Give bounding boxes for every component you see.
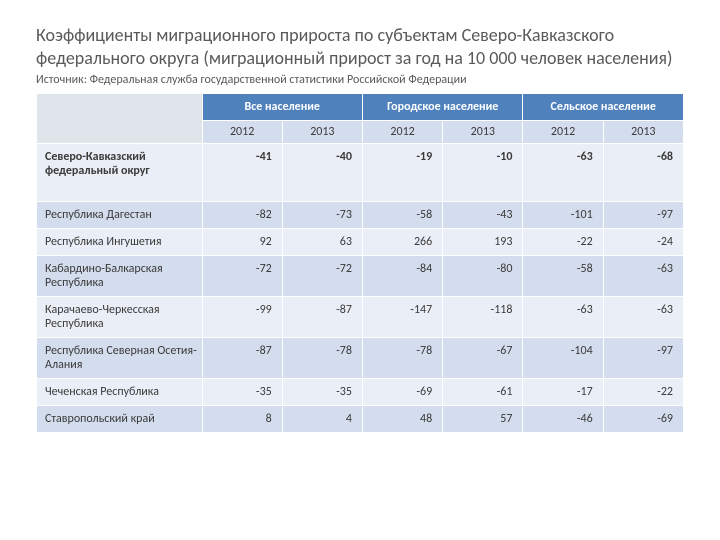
cell-value: -104 xyxy=(523,337,603,378)
cell-value: -68 xyxy=(603,143,683,201)
cell-value: -41 xyxy=(202,143,282,201)
cell-value: -97 xyxy=(603,201,683,228)
cell-value: 193 xyxy=(443,228,523,255)
cell-value: -61 xyxy=(443,378,523,405)
cell-value: -24 xyxy=(603,228,683,255)
header-year: 2013 xyxy=(603,120,683,143)
table-row: Республика Ингушетия9263266193-22-24 xyxy=(37,228,684,255)
row-label: Кабардино-Балкарская Республика xyxy=(37,255,203,296)
cell-value: -17 xyxy=(523,378,603,405)
row-label: Ставропольский край xyxy=(37,405,203,432)
cell-value: -72 xyxy=(282,255,362,296)
cell-value: -69 xyxy=(362,378,442,405)
cell-value: -99 xyxy=(202,296,282,337)
cell-value: -35 xyxy=(282,378,362,405)
header-year: 2013 xyxy=(443,120,523,143)
cell-value: -72 xyxy=(202,255,282,296)
cell-value: -10 xyxy=(443,143,523,201)
table-row: Кабардино-Балкарская Республика-72-72-84… xyxy=(37,255,684,296)
cell-value: -63 xyxy=(523,296,603,337)
cell-value: -78 xyxy=(282,337,362,378)
cell-value: -22 xyxy=(523,228,603,255)
table-body: Северо-Кавказский федеральный округ-41-4… xyxy=(37,143,684,432)
cell-value: -101 xyxy=(523,201,603,228)
row-label: Республика Северная Осетия-Алания xyxy=(37,337,203,378)
migration-table: Все население Городское население Сельск… xyxy=(36,93,684,433)
cell-value: -63 xyxy=(603,296,683,337)
slide-title: Коэффициенты миграционного прироста по с… xyxy=(36,24,684,71)
cell-value: -87 xyxy=(202,337,282,378)
cell-value: -46 xyxy=(523,405,603,432)
row-label: Республика Ингушетия xyxy=(37,228,203,255)
cell-value: 266 xyxy=(362,228,442,255)
cell-value: -80 xyxy=(443,255,523,296)
cell-value: -73 xyxy=(282,201,362,228)
cell-value: -82 xyxy=(202,201,282,228)
cell-value: -97 xyxy=(603,337,683,378)
cell-value: -67 xyxy=(443,337,523,378)
table-head: Все население Городское население Сельск… xyxy=(37,93,684,143)
cell-value: 8 xyxy=(202,405,282,432)
cell-value: -87 xyxy=(282,296,362,337)
row-label: Северо-Кавказский федеральный округ xyxy=(37,143,203,201)
cell-value: 48 xyxy=(362,405,442,432)
header-blank xyxy=(37,93,203,143)
source-line: Источник: Федеральная служба государстве… xyxy=(36,73,684,87)
row-label: Чеченская Республика xyxy=(37,378,203,405)
table-row: Чеченская Республика-35-35-69-61-17-22 xyxy=(37,378,684,405)
table-row: Карачаево-Черкесская Республика-99-87-14… xyxy=(37,296,684,337)
cell-value: -78 xyxy=(362,337,442,378)
table-row: Северо-Кавказский федеральный округ-41-4… xyxy=(37,143,684,201)
row-label: Республика Дагестан xyxy=(37,201,203,228)
table-row: Республика Дагестан-82-73-58-43-101-97 xyxy=(37,201,684,228)
cell-value: -43 xyxy=(443,201,523,228)
cell-value: -84 xyxy=(362,255,442,296)
header-group: Все население xyxy=(202,93,362,120)
cell-value: -22 xyxy=(603,378,683,405)
cell-value: 92 xyxy=(202,228,282,255)
cell-value: -40 xyxy=(282,143,362,201)
header-year: 2012 xyxy=(523,120,603,143)
cell-value: -63 xyxy=(523,143,603,201)
cell-value: -58 xyxy=(362,201,442,228)
header-year: 2013 xyxy=(282,120,362,143)
header-group: Городское население xyxy=(362,93,522,120)
cell-value: 4 xyxy=(282,405,362,432)
row-label: Карачаево-Черкесская Республика xyxy=(37,296,203,337)
table-row: Ставропольский край844857-46-69 xyxy=(37,405,684,432)
slide: Коэффициенты миграционного прироста по с… xyxy=(0,0,720,540)
header-group: Сельское население xyxy=(523,93,684,120)
header-year: 2012 xyxy=(202,120,282,143)
cell-value: -118 xyxy=(443,296,523,337)
cell-value: 63 xyxy=(282,228,362,255)
header-year: 2012 xyxy=(362,120,442,143)
table-row: Республика Северная Осетия-Алания-87-78-… xyxy=(37,337,684,378)
cell-value: -69 xyxy=(603,405,683,432)
cell-value: 57 xyxy=(443,405,523,432)
cell-value: -63 xyxy=(603,255,683,296)
cell-value: -58 xyxy=(523,255,603,296)
cell-value: -147 xyxy=(362,296,442,337)
cell-value: -35 xyxy=(202,378,282,405)
cell-value: -19 xyxy=(362,143,442,201)
